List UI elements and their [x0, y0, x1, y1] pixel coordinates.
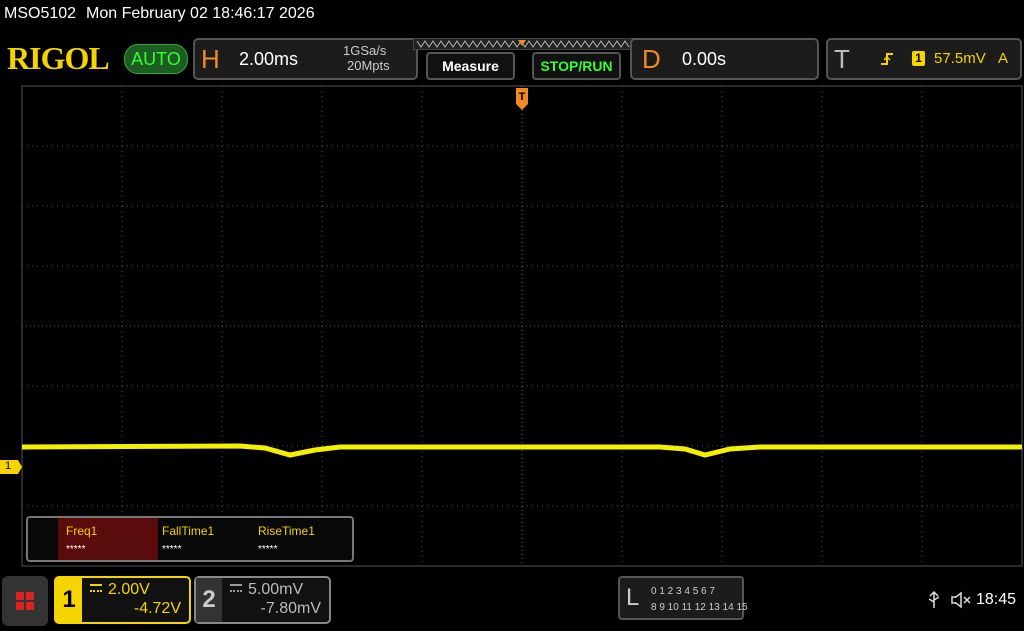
channel-panel[interactable]: 2 5.00mV -7.80mV [194, 576, 331, 624]
measurement-panel: Freq1 ***** FallTime1 ***** RiseTime1 ***** [26, 516, 354, 562]
model: MSO5102 [4, 5, 77, 22]
measurement-value: ***** [258, 544, 278, 555]
measure-button[interactable]: Measure [426, 52, 515, 80]
delay-panel[interactable]: D 0.00s [630, 38, 819, 80]
horizontal-panel[interactable]: H 2.00ms 1GSa/s 20Mpts [193, 38, 418, 80]
trigger-mode: A [998, 50, 1009, 67]
stop-run-button[interactable]: STOP/RUN [532, 52, 621, 80]
memory-depth: 20Mpts [347, 58, 390, 73]
menu-button[interactable] [2, 576, 48, 626]
logic-panel[interactable]: L 0 1 2 3 4 5 6 7 8 9 10 11 12 13 14 15 [618, 576, 748, 620]
channel-number: 2 [196, 578, 222, 622]
measurement-value: ***** [66, 544, 86, 555]
memory-strip [413, 38, 635, 50]
waveform-screen [0, 85, 1023, 567]
trigger-panel[interactable]: T 1 57.5mV A [826, 38, 1022, 80]
measurement-name: Freq1 [66, 524, 98, 538]
delay-value: 0.00s [682, 49, 727, 69]
measurement-name: RiseTime1 [258, 524, 315, 538]
logic-row: 8 9 10 11 12 13 14 15 [651, 602, 748, 613]
channel-offset: -4.72V [133, 600, 181, 617]
trigger-position-marker: T [518, 91, 526, 103]
channel-panel[interactable]: 1 2.00V -4.72V [54, 576, 191, 624]
logic-label: L [626, 584, 640, 611]
status-icons [928, 590, 971, 609]
auto-button[interactable]: AUTO [124, 44, 188, 74]
coupling-icon [90, 584, 102, 592]
d-label: D [642, 44, 661, 74]
channel-scale: 2.00V [108, 581, 150, 598]
trigger-source: 1 [912, 51, 925, 66]
channel-offset: -7.80mV [260, 600, 321, 617]
clock: 18:45 [976, 591, 1017, 608]
measurement-name: FallTime1 [162, 524, 215, 538]
datetime: Mon February 02 18:46:17 2026 [86, 5, 315, 22]
t-label: T [834, 44, 850, 74]
measurement-highlight [58, 518, 158, 560]
channel-1-marker: 1 [5, 460, 12, 472]
edge-icon [881, 53, 893, 65]
channel-number: 1 [56, 578, 82, 622]
channel-scale: 5.00mV [248, 581, 304, 598]
coupling-icon [230, 584, 242, 592]
measurement-value: ***** [162, 544, 182, 555]
sample-rate: 1GSa/s [343, 43, 387, 58]
brand-logo: RIGOL [7, 40, 110, 76]
timebase: 2.00ms [239, 49, 299, 69]
h-label: H [201, 44, 220, 74]
logic-row: 0 1 2 3 4 5 6 7 [651, 586, 715, 597]
trigger-level: 57.5mV [934, 50, 986, 67]
